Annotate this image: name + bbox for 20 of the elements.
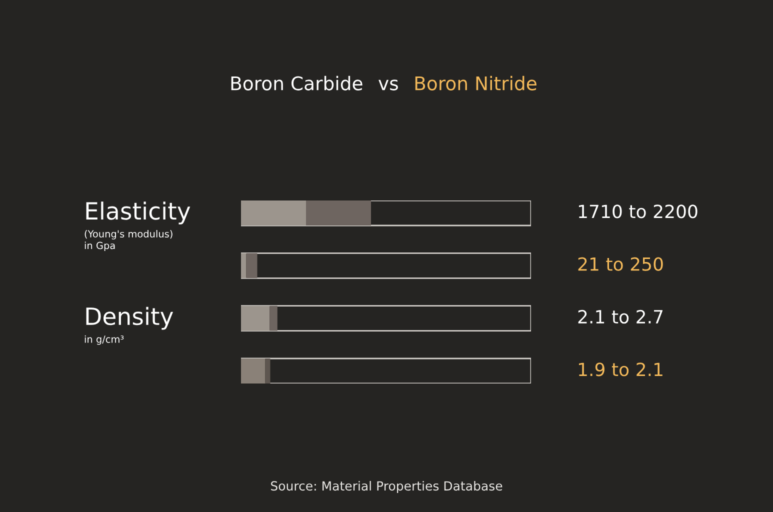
bar	[241, 306, 270, 331]
y-tick-label: Density	[86, 306, 174, 330]
text: 1710 to 2200	[578, 204, 698, 218]
y-tick-label: Elasticity	[86, 202, 190, 224]
text: (Young's modulus) in Gpa	[84, 230, 172, 252]
bar	[246, 253, 258, 278]
source-note: Source: Material Properties Database	[271, 480, 502, 494]
legend-label: Boron Carbide	[231, 76, 362, 90]
text: 2.1 to 2.7	[578, 310, 662, 324]
legend-label: Boron Nitride	[415, 76, 536, 90]
bar	[270, 306, 278, 331]
bar	[265, 358, 270, 384]
text: 1.9 to 2.1	[578, 362, 662, 376]
text: in g/cm³	[84, 335, 124, 345]
bar	[241, 358, 266, 384]
text: 21 to 250	[578, 257, 663, 271]
bar	[241, 253, 246, 278]
text: vs	[378, 80, 398, 90]
bar	[306, 200, 371, 226]
bar	[241, 200, 306, 226]
